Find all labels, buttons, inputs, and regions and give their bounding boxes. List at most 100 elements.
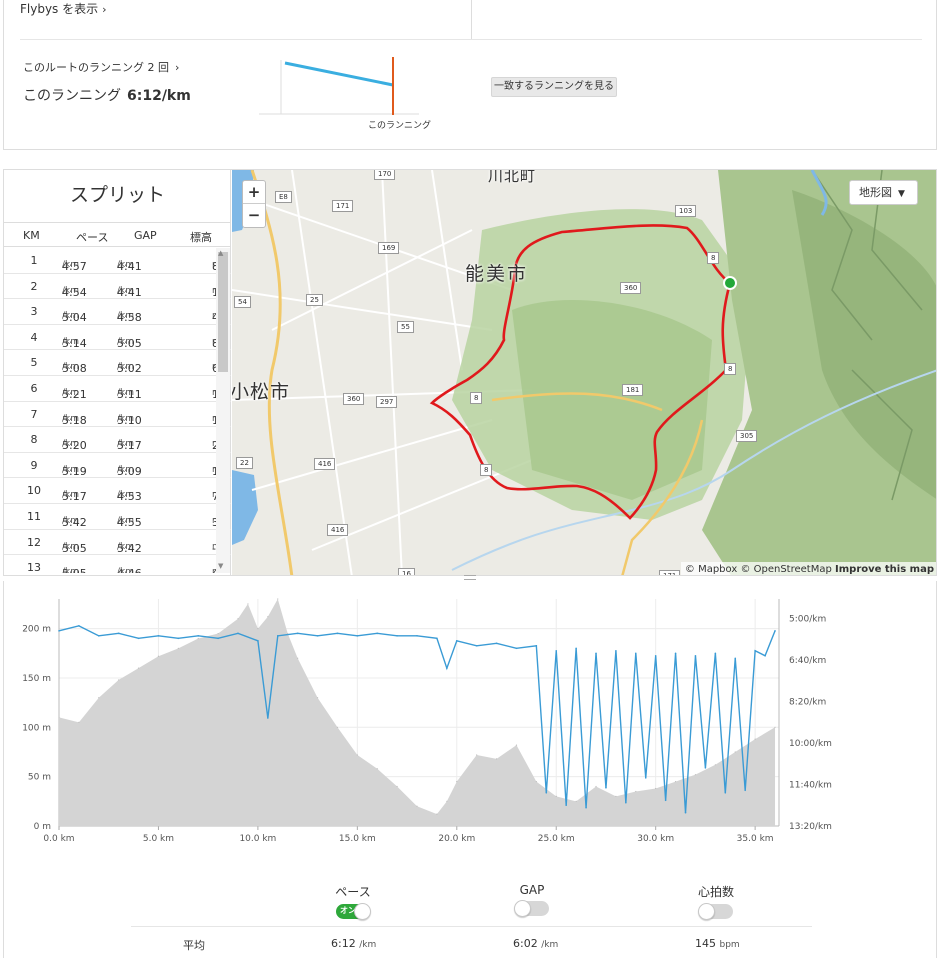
split-gap-unit: /km: [117, 285, 135, 296]
split-row[interactable]: 85:20 /km5:17 /km2 m: [4, 427, 231, 453]
hills-area: [512, 300, 712, 500]
pace-point: [436, 637, 438, 640]
elevation-pace-chart[interactable]: 200 m 150 m 100 m 50 m 0 m 0.0 km 5.0 km 10.0 k…: [3, 581, 937, 851]
scroll-up-icon[interactable]: ▲: [218, 249, 224, 257]
avg-hr: 145 bpm: [695, 937, 740, 950]
road-shield: 8: [724, 363, 737, 375]
pace-point: [267, 717, 269, 719]
elevation-point: [754, 738, 756, 740]
pace-point: [664, 799, 667, 802]
split-km: 9: [30, 458, 38, 472]
split-elev-value: 2: [212, 439, 219, 452]
split-km: 8: [30, 433, 38, 447]
right-axis-tick: 5:00/km: [789, 614, 826, 624]
pace-toggle-label: ペース: [335, 885, 371, 899]
place-label-nomi: 能美市: [465, 263, 529, 285]
avg-gap-value: 6:02: [513, 937, 538, 950]
route-runs-link[interactable]: このルートのランニング 2 回 ›: [23, 59, 179, 75]
split-km: 2: [30, 279, 38, 293]
divider: [471, 0, 472, 39]
road-shield: 181: [622, 384, 644, 396]
hr-toggle[interactable]: [698, 903, 733, 920]
pace-point: [257, 640, 259, 642]
elevation-point: [595, 785, 597, 788]
split-row[interactable]: 55:08 /km5:02 /km6 m: [4, 350, 231, 376]
split-row[interactable]: 14:57 /km4:41 /km8 m: [4, 248, 231, 274]
view-matching-runs-button[interactable]: 一致するランニングを見る: [491, 77, 617, 97]
pace-point: [197, 635, 200, 637]
header-elev: 標高: [190, 231, 212, 244]
split-row[interactable]: 115:42 /km4:55 /km38 m: [4, 504, 231, 530]
split-pace-unit: /km: [62, 413, 80, 424]
resize-handle[interactable]: [464, 575, 476, 580]
header-pace: ペース: [76, 231, 109, 244]
pace-point: [157, 635, 160, 637]
chart-canvas: 200 m 150 m 100 m 50 m 0 m 0.0 km 5.0 km 10.0 k…: [22, 598, 832, 844]
split-row[interactable]: 35:04 /km4:58 /km4 m: [4, 299, 231, 325]
elevation-point: [495, 758, 498, 760]
split-row[interactable]: 45:14 /km5:05 /km8 m: [4, 325, 231, 351]
split-pace-unit: /km: [62, 362, 80, 373]
split-row[interactable]: 135:05 /km4:46 /km47 m: [4, 555, 231, 573]
split-km: 4: [30, 330, 38, 344]
split-km: 12: [27, 535, 41, 549]
split-pace-value: 5:20: [62, 439, 87, 453]
split-gap-value: 5:17: [117, 439, 142, 453]
left-axis-tick: 150 m: [22, 674, 51, 684]
pace-point: [316, 635, 319, 637]
split-gap-unit: /km: [117, 515, 135, 526]
split-gap-value: 5:10: [117, 413, 142, 427]
elevation-point: [58, 716, 60, 719]
elevation-point: [446, 800, 448, 802]
right-axis-tick: 10:00/km: [789, 739, 832, 749]
elevation-point: [297, 657, 299, 659]
river: [451, 369, 936, 571]
split-pace-value: 5:18: [62, 413, 87, 427]
elevation-point: [615, 795, 617, 797]
mapbox-attribution-link[interactable]: © Mapbox: [684, 564, 738, 575]
road-shield: 170: [374, 170, 396, 180]
splits-scrollbar-thumb[interactable]: [218, 252, 228, 372]
pace-point: [575, 647, 577, 650]
pace-point: [117, 632, 120, 635]
this-run-summary: このランニング 6:12/km: [23, 85, 191, 105]
zoom-out-button[interactable]: −: [247, 206, 261, 224]
right-axis-tick: 8:20/km: [789, 697, 826, 707]
left-axis-tick: 100 m: [22, 723, 51, 733]
pace-point: [625, 801, 627, 804]
gap-toggle[interactable]: [514, 900, 549, 917]
split-elev-value: 8: [212, 337, 219, 350]
map-style-dropdown[interactable]: 地形図 ▼: [849, 180, 918, 205]
elevation-point: [555, 795, 557, 797]
route-map[interactable]: 能美市 川北町 小松市 170 E8 171 103 169 25 54 55 …: [232, 170, 936, 575]
split-row[interactable]: 125:05 /km5:42 /km-49 m: [4, 530, 231, 556]
elevation-point: [396, 785, 398, 788]
pace-point: [495, 642, 498, 645]
split-pace-unit: /km: [62, 439, 80, 450]
splits-table-body[interactable]: 14:57 /km4:41 /km8 m24:54 /km4:41 /km11 …: [4, 248, 231, 573]
pace-toggle[interactable]: オン: [336, 903, 371, 920]
elevation-point: [237, 618, 239, 620]
osm-attribution-link[interactable]: © OpenStreetMap: [740, 564, 832, 575]
improve-map-link[interactable]: Improve this map: [835, 564, 934, 575]
toggle-knob: [514, 900, 531, 917]
flybys-link[interactable]: Flybys を表示 ›: [20, 0, 107, 17]
split-gap-value: 4:53: [117, 490, 142, 504]
split-row[interactable]: 105:17 /km4:53 /km7 m: [4, 478, 231, 504]
mini-chart-label: このランニング: [368, 121, 432, 131]
scroll-down-icon[interactable]: ▼: [218, 562, 224, 570]
pace-point: [615, 649, 617, 652]
pace-point: [217, 637, 219, 640]
elevation-point: [734, 751, 736, 753]
pace-point: [78, 625, 80, 627]
split-gap-unit: /km: [117, 541, 135, 552]
zoom-in-button[interactable]: +: [243, 181, 265, 204]
chevron-right-icon: ›: [175, 61, 180, 74]
elevation-point: [436, 813, 438, 815]
right-axis-tick: 11:40/km: [789, 780, 832, 790]
mountain-ridges: [792, 190, 936, 499]
